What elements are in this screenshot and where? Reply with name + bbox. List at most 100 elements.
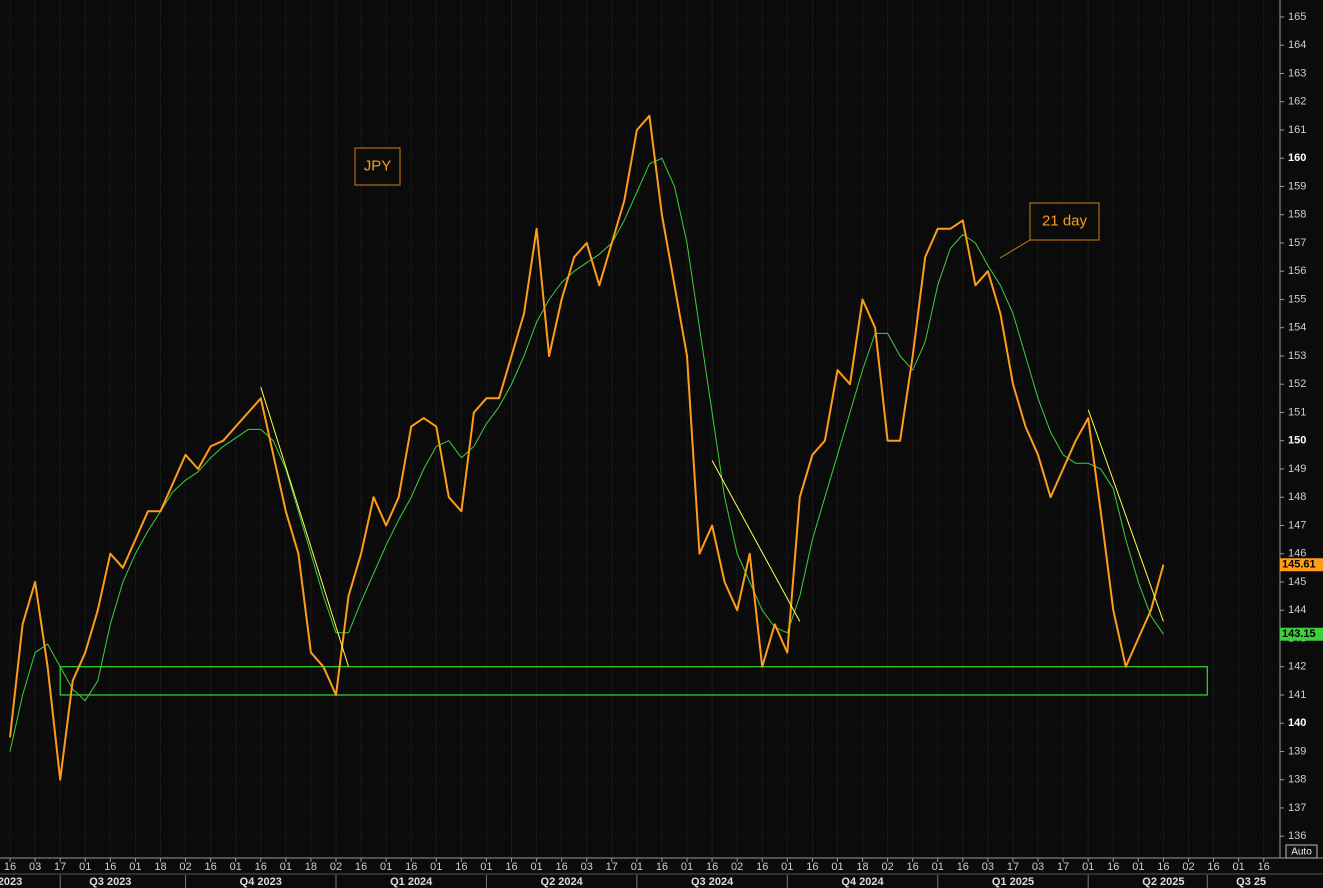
x-tick-label: 02 [731,861,743,873]
y-tick-label: 144 [1288,604,1306,616]
y-tick-label: 149 [1288,463,1306,475]
period-label: Q4 2023 [240,876,282,888]
x-tick-label: 16 [957,861,969,873]
period-label: Q2 2025 [1142,876,1184,888]
period-label: Q2 2024 [541,876,584,888]
y-tick-label: 152 [1288,378,1306,390]
annotation-box [354,147,401,186]
x-tick-label: 18 [154,861,166,873]
period-label: Q1 2025 [992,876,1034,888]
annotation-leader [999,239,1031,259]
period-label: Q1 2024 [390,876,433,888]
x-tick-label: 01 [280,861,292,873]
x-tick-label: 01 [129,861,141,873]
x-tick-label: 03 [982,861,994,873]
x-tick-label: 01 [932,861,944,873]
price-line [9,114,1165,781]
y-tick-label: 154 [1288,322,1306,334]
x-tick-label: 17 [54,861,66,873]
period-label: Q3 2023 [89,876,131,888]
trend-line [711,460,801,622]
x-tick-label: 03 [1032,861,1044,873]
x-tick-label: 03 [581,861,593,873]
x-tick-label: 17 [1057,861,1069,873]
y-tick-label: 147 [1288,519,1306,531]
y-tick-label: 156 [1288,265,1306,277]
last-value-box [1280,558,1323,572]
annotation-box [1029,202,1100,241]
x-tick-label: 01 [681,861,693,873]
x-tick-label: 01 [230,861,242,873]
x-tick-label: 16 [1258,861,1270,873]
y-tick-label: 163 [1288,67,1306,79]
x-tick-label: 18 [856,861,868,873]
trend-line [260,386,349,667]
x-tick-label: 16 [907,861,919,873]
last-value-label: 143.15 [1282,628,1316,640]
y-tick-label: 150 [1288,435,1306,447]
x-tick-label: 17 [1007,861,1019,873]
x-tick-label: 16 [455,861,467,873]
x-tick-label: 16 [255,861,267,873]
x-tick-label: 16 [656,861,668,873]
x-tick-label: 01 [631,861,643,873]
moving-average-line [9,157,1164,752]
y-tick-label: 162 [1288,96,1306,108]
x-tick-label: 01 [380,861,392,873]
y-tick-label: 138 [1288,774,1306,786]
y-tick-label: 151 [1288,406,1306,418]
y-tick-label: 165 [1288,11,1306,23]
x-tick-label: 16 [1107,861,1119,873]
period-label: Q3 2024 [691,876,734,888]
x-tick-label: 01 [530,861,542,873]
marks [9,114,1208,781]
x-tick-label: 01 [781,861,793,873]
x-tick-label: 02 [1182,861,1194,873]
x-tick-label: 02 [881,861,893,873]
auto-box[interactable] [1285,844,1318,859]
last-value-box [1280,627,1323,641]
x-tick-label: 16 [556,861,568,873]
x-tick-label: 01 [79,861,91,873]
x-tick-label: 01 [430,861,442,873]
y-tick-label: 155 [1288,293,1306,305]
y-tick-label: 157 [1288,237,1306,249]
y-tick-label: 137 [1288,802,1306,814]
y-tick-label: 161 [1288,124,1306,136]
x-tick-label: 16 [706,861,718,873]
y-tick-label: 136 [1288,830,1306,842]
annotation-text: JPY [364,157,392,174]
auto-label[interactable]: Auto [1291,847,1312,858]
x-tick-label: 03 [29,861,41,873]
period-label: Q3 25 [1236,876,1266,888]
x-tick-label: 17 [606,861,618,873]
y-tick-label: 146 [1288,548,1306,560]
support-zone [59,666,1208,696]
period-label: 2023 [0,876,22,888]
x-tick-label: 02 [330,861,342,873]
x-tick-label: 01 [831,861,843,873]
x-tick-label: 16 [355,861,367,873]
x-tick-label: 16 [1157,861,1169,873]
x-tick-label: 16 [806,861,818,873]
y-tick-label: 148 [1288,491,1306,503]
y-tick-label: 164 [1288,39,1306,51]
annotation-21-day: 21 day [999,202,1100,259]
y-tick-label: 141 [1288,689,1306,701]
x-tick-label: 01 [1132,861,1144,873]
x-tick-label: 01 [480,861,492,873]
x-tick-label: 16 [756,861,768,873]
x-tick-label: 02 [179,861,191,873]
auto-button[interactable]: Auto [1285,844,1318,859]
x-tick-label: 01 [1233,861,1245,873]
x-tick-label: 16 [1207,861,1219,873]
x-tick-label: 16 [4,861,16,873]
trend-line [1087,409,1164,622]
y-tick-label: 159 [1288,180,1306,192]
x-tick-label: 16 [505,861,517,873]
x-tick-label: 01 [1082,861,1094,873]
last-value-label: 145.61 [1282,559,1316,571]
